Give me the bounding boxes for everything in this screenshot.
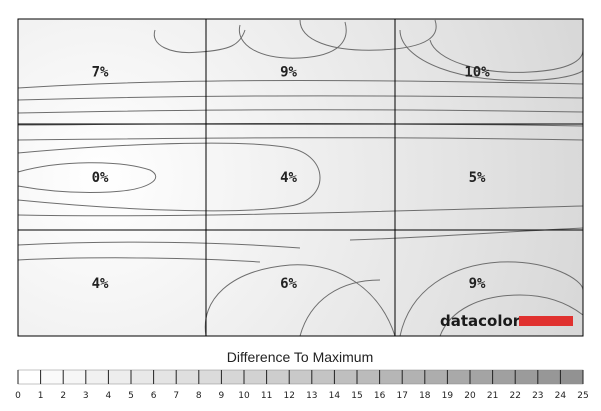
legend-tick-label: 25 [577, 391, 588, 401]
legend-swatch [447, 370, 470, 384]
contour-line [399, 29, 584, 82]
contour-line [17, 257, 261, 263]
legend-tick-label: 14 [329, 391, 341, 401]
logo-bar [519, 316, 573, 326]
contour-line [238, 21, 347, 59]
legend-tick-label: 8 [196, 391, 202, 401]
legend-swatch [266, 370, 290, 384]
contour-line [17, 205, 584, 217]
cell-label: 10% [464, 65, 490, 81]
contour-line [153, 29, 246, 54]
legend-scale: 0 1 2 3 4 5 6 7 8 9 10 11 12 13 14 15 16 17 18 19 20 21 22 23 24… [15, 369, 589, 401]
legend-tick-label: 12 [283, 391, 294, 401]
cell-grid [17, 18, 584, 337]
legend-tick-label: 16 [374, 391, 386, 401]
contour-line [439, 294, 584, 337]
contour-line [299, 19, 437, 51]
cell-label: 9% [469, 276, 486, 292]
legend-swatch [492, 370, 516, 384]
legend-tick-label: 10 [238, 391, 250, 401]
legend-swatch [176, 370, 199, 384]
legend-swatch [470, 370, 493, 384]
contour-line [17, 241, 301, 249]
contour-line [204, 264, 396, 337]
legend-swatch [357, 370, 380, 384]
legend-swatch [560, 370, 583, 384]
legend-tick-label: 6 [151, 391, 157, 401]
contour-line [17, 80, 584, 89]
legend-swatch [18, 370, 41, 384]
legend-swatch [244, 370, 267, 384]
legend-tick-label: 0 [15, 391, 21, 401]
legend-tick-label: 7 [173, 391, 179, 401]
legend-swatch [379, 370, 403, 384]
legend-tick-label: 4 [106, 391, 112, 401]
legend-swatch [63, 370, 86, 384]
legend-tick-label: 18 [419, 391, 431, 401]
cell-label: 4% [92, 276, 109, 292]
legend-tick-label: 22 [509, 391, 520, 401]
contour-line [17, 137, 584, 141]
contour-line [17, 95, 584, 101]
legend-tick-label: 23 [532, 391, 543, 401]
legend-swatch [311, 370, 335, 384]
legend-tick-label: 5 [128, 391, 134, 401]
legend-tick-label: 20 [464, 391, 476, 401]
cell-label: 9% [280, 65, 297, 81]
legend-swatch [40, 370, 64, 384]
cell-label: 7% [92, 65, 109, 81]
legend-tick-label: 13 [306, 391, 317, 401]
cell-label: 4% [280, 170, 297, 186]
legend-tick-label: 3 [83, 391, 89, 401]
cell-label: 0% [92, 170, 109, 186]
legend-swatch [289, 370, 312, 384]
heatmap-panel [18, 19, 583, 336]
contour-line [399, 261, 584, 337]
legend-swatch [85, 370, 109, 384]
legend-swatch [108, 370, 131, 384]
legend-swatch [334, 370, 357, 384]
legend-swatch [153, 370, 177, 384]
cell-labels: 7% 9% 10% 0% 4% 5% 4% 6% 9% [92, 65, 491, 293]
legend-tick-label: 2 [60, 391, 66, 401]
logo-text: datacolor [440, 312, 521, 330]
legend-swatch [402, 370, 425, 384]
contour-line [17, 109, 584, 114]
legend-swatch [537, 370, 561, 384]
contour-line [429, 39, 584, 73]
legend-tick-label: 21 [487, 391, 498, 401]
legend-tick-label: 17 [396, 391, 407, 401]
legend-tick-label: 15 [351, 391, 362, 401]
cell-label: 5% [469, 170, 486, 186]
legend-tick-label: 9 [219, 391, 225, 401]
contour-line [17, 142, 321, 212]
grid-border [17, 18, 584, 337]
legend-swatch [515, 370, 538, 384]
legend-tick-label: 24 [555, 391, 567, 401]
legend-title: Difference To Maximum [227, 349, 374, 365]
legend-tick-label: 11 [261, 391, 272, 401]
cell-label: 6% [280, 276, 297, 292]
legend-swatch [198, 370, 222, 384]
heatmap-background [18, 19, 583, 336]
legend-tick-label: 19 [442, 391, 454, 401]
contour-line [17, 162, 157, 194]
datacolor-logo: datacolor [440, 312, 573, 330]
legend-swatch [221, 370, 244, 384]
legend-tick-label: 1 [38, 391, 44, 401]
legend-swatch [424, 370, 448, 384]
contour-line [299, 279, 381, 337]
legend-swatch [131, 370, 154, 384]
